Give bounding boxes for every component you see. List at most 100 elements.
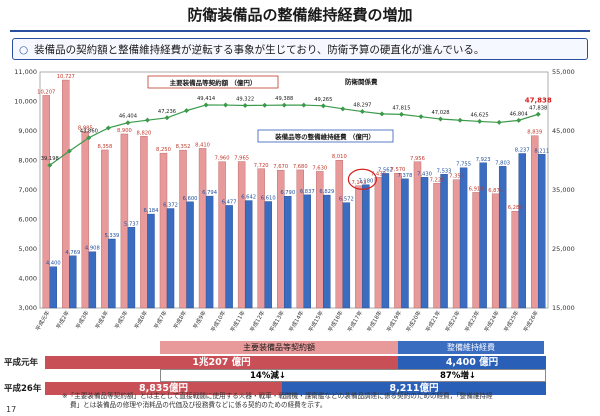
maint-value-label: 4,769 — [65, 250, 80, 256]
contract-value-label: 8,900 — [117, 128, 132, 134]
category-label: 平成18年 — [365, 309, 384, 334]
row1-maint-bar: 4,400 億円 — [398, 356, 546, 369]
footnote-line2: 費」とは装備品の修理や消耗品の代価及び役務費などに係る契約のための経費を示す。 — [70, 401, 327, 409]
category-label: 平成23年 — [463, 309, 482, 334]
defense-point — [144, 117, 150, 123]
category-label: 平成4年 — [93, 309, 110, 331]
left-tick-label: 7,000 — [18, 186, 37, 194]
row1-contract-bar: 1兆207 億円 — [45, 356, 398, 369]
maint-bar — [88, 251, 97, 309]
maint-value-label: 5,339 — [104, 233, 119, 239]
defense-point — [359, 109, 365, 115]
contract-bar — [179, 149, 187, 309]
contract-value-label: 7,960 — [215, 156, 230, 162]
maint-bar — [205, 195, 214, 309]
maint-value-label: 6,610 — [261, 196, 276, 202]
contract-value-label: 6,280 — [508, 205, 523, 211]
maint-value-label: 6,477 — [222, 199, 237, 205]
row-label-last: 平成26年 — [4, 384, 42, 394]
category-label: 平成25年 — [502, 309, 521, 334]
defense-point — [320, 103, 326, 109]
defense-value-label: 49,388 — [275, 96, 293, 102]
maint-bar — [69, 255, 77, 309]
maint-bar — [264, 201, 272, 309]
defense-value-label: 46,804 — [510, 111, 529, 117]
maint-bar — [147, 213, 155, 309]
defense-point — [516, 117, 522, 123]
category-label: 平成6年 — [132, 309, 149, 331]
maint-value-label: 6,600 — [183, 196, 198, 202]
category-label: 平成9年 — [191, 309, 208, 331]
defense-point — [340, 106, 346, 112]
crossover-highlight — [347, 168, 377, 190]
contract-bar — [511, 211, 519, 309]
left-tick-label: 10,000 — [14, 98, 37, 106]
defense-point — [418, 114, 424, 120]
contract-value-label: 7,226 — [430, 177, 445, 183]
contract-bar — [120, 133, 129, 309]
defense-point — [223, 102, 229, 108]
maint-value-label: 6,642 — [241, 195, 256, 201]
right-tick-label: 25,000 — [552, 245, 575, 253]
maint-value-label: 6,790 — [280, 190, 295, 196]
maint-value-label: 8,211 — [534, 148, 549, 154]
contract-value-label: 8,352 — [176, 144, 191, 150]
contract-value-label: 7,720 — [254, 163, 269, 169]
contract-bar — [257, 168, 265, 309]
page-title: 防衛装備品の整備維持経費の増加 — [187, 6, 413, 24]
defense-point — [105, 125, 111, 131]
right-tick-label: 55,000 — [552, 68, 575, 76]
maint-bar — [420, 177, 429, 309]
contract-bar — [42, 95, 50, 309]
maint-bar — [49, 266, 58, 309]
defense-value-label: 39,198 — [41, 156, 59, 162]
contract-bar — [198, 148, 207, 309]
category-label: 平成15年 — [306, 309, 325, 334]
maint-bar — [498, 166, 507, 309]
maint-value-label: 7,533 — [437, 168, 452, 174]
defense-value-label: 47,838 — [529, 105, 547, 111]
category-label: 平成21年 — [424, 309, 443, 334]
increase-label: 87%増↓ — [440, 371, 476, 381]
defense-point — [438, 116, 444, 122]
contract-value-label: 7,680 — [293, 164, 308, 170]
defense-value-label: 43,860 — [80, 129, 98, 135]
contract-value-label: 6,918 — [469, 186, 484, 192]
defense-point — [203, 102, 209, 108]
defense-point — [184, 108, 190, 114]
legend-defense: 防衛関係費 — [345, 77, 378, 86]
maint-bar — [538, 154, 546, 309]
defense-value-label: 46,404 — [119, 114, 138, 120]
maint-value-label: 4,400 — [46, 261, 61, 267]
decrease-label: 14%減↓ — [250, 371, 286, 381]
contract-value-label: 10,207 — [37, 89, 55, 95]
defense-value-label: 47,815 — [392, 105, 410, 111]
category-label: 平成13年 — [267, 309, 286, 334]
maint-value-label: 7,378 — [398, 173, 413, 179]
left-tick-label: 5,000 — [18, 245, 37, 253]
maint-value-label: 6,184 — [144, 208, 160, 214]
category-label: 平成11年 — [228, 309, 247, 334]
contract-bar — [237, 161, 246, 309]
defense-point — [301, 102, 307, 108]
maint-bar — [244, 200, 253, 309]
category-label: 平成7年 — [152, 309, 169, 331]
maint-bar — [323, 194, 331, 309]
contract-bar — [530, 135, 539, 309]
contract-value-label: 8,820 — [137, 130, 152, 136]
maint-value-label: 4,908 — [85, 246, 100, 252]
maint-bar — [127, 227, 136, 309]
maint-value-label: 6,837 — [300, 189, 315, 195]
maint-bar — [225, 205, 233, 309]
contract-bar — [218, 161, 226, 309]
contract-bar — [62, 79, 70, 309]
maint-bar — [284, 195, 292, 309]
maint-bar — [303, 194, 312, 309]
maint-bar — [440, 174, 448, 309]
maint-value-label: 6,372 — [163, 203, 178, 209]
category-label: 平成14年 — [287, 309, 306, 334]
contract-bar — [433, 183, 441, 309]
right-tick-label: 45,000 — [552, 127, 575, 135]
category-label: 平成5年 — [113, 309, 130, 331]
contract-bar — [472, 192, 480, 309]
